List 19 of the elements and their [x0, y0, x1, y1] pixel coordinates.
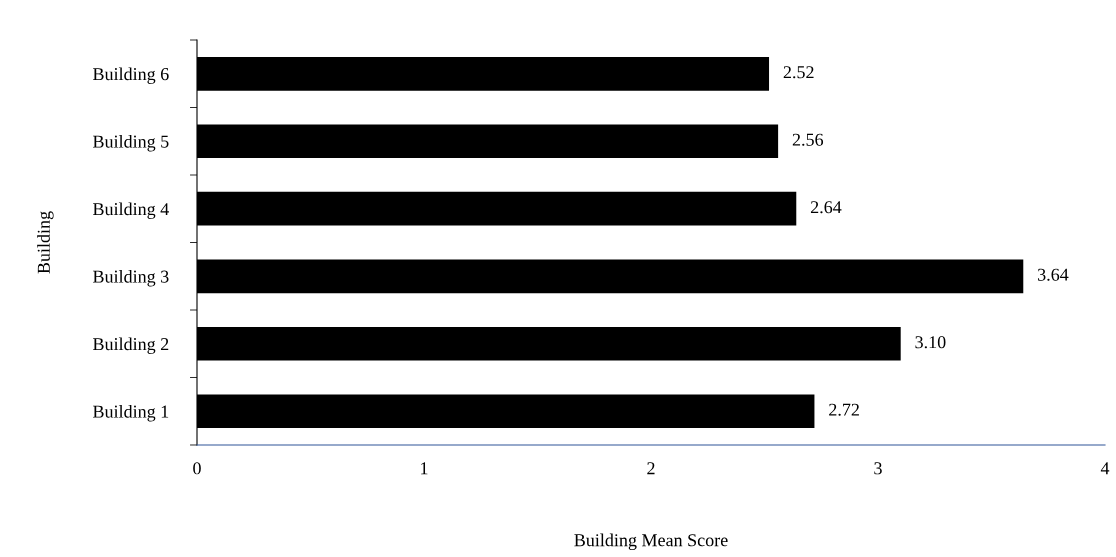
data-label: 3.64 — [1038, 268, 1069, 281]
y-tick-label: Building 6 — [93, 67, 169, 84]
x-tick-label: 4 — [1100, 462, 1110, 475]
y-tick-label: Building 2 — [93, 337, 169, 354]
y-tick-label: Building 4 — [93, 202, 169, 219]
data-label: 2.52 — [783, 66, 814, 79]
x-tick-label: 1 — [421, 462, 428, 475]
y-tick-label: Building 5 — [93, 134, 169, 152]
data-label: 3.10 — [915, 336, 946, 349]
y-axis-title: Building — [37, 211, 54, 274]
x-axis-title: Building Mean Score — [574, 533, 728, 551]
x-tick-label: 0 — [193, 462, 201, 475]
x-tick-label: 3 — [874, 462, 882, 475]
data-label: 2.56 — [792, 133, 824, 146]
y-tick-label: Building 1 — [93, 404, 169, 422]
data-label: 2.64 — [810, 201, 842, 214]
data-label: 2.72 — [829, 403, 859, 416]
x-tick-label: 2 — [647, 462, 655, 475]
y-tick-label: Building 3 — [93, 269, 169, 287]
